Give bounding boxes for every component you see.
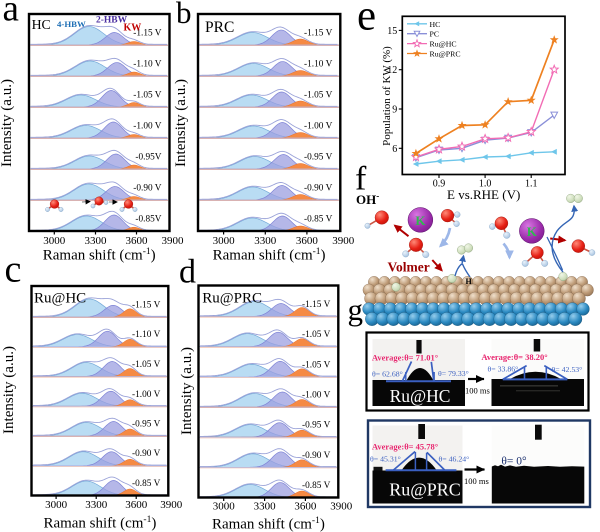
- svg-text:3900: 3900: [330, 501, 353, 513]
- svg-text:3300: 3300: [254, 235, 277, 247]
- svg-text:100 ms: 100 ms: [464, 476, 489, 486]
- svg-text:HC: HC: [430, 20, 441, 29]
- svg-text:Ru@HC: Ru@HC: [430, 40, 457, 49]
- svg-text:Raman shift (cm-1): Raman shift (cm-1): [212, 516, 325, 532]
- svg-text:K: K: [527, 224, 538, 239]
- svg-text:Ru@HC: Ru@HC: [390, 386, 451, 406]
- svg-text:Average:θ= 45.78°: Average:θ= 45.78°: [372, 442, 438, 452]
- svg-text:PC: PC: [430, 30, 440, 39]
- svg-text:θ= 46.24°: θ= 46.24°: [439, 455, 470, 464]
- svg-text:3600: 3600: [126, 235, 149, 247]
- svg-text:H: H: [466, 277, 473, 286]
- svg-text:3900: 3900: [162, 235, 185, 247]
- svg-text:Average:θ= 71.01°: Average:θ= 71.01°: [372, 353, 438, 363]
- svg-text:-0.95 V: -0.95 V: [304, 153, 333, 163]
- svg-text:-1.10 V: -1.10 V: [304, 60, 333, 70]
- svg-text:-1.05 V: -1.05 V: [132, 360, 161, 370]
- svg-text:-0.90 V: -0.90 V: [132, 449, 161, 459]
- svg-text:4-HBW: 4-HBW: [57, 19, 86, 29]
- svg-text:3600: 3600: [296, 235, 319, 247]
- svg-text:Ru@HC: Ru@HC: [34, 290, 86, 306]
- svg-text:-1.15 V: -1.15 V: [133, 29, 162, 39]
- svg-text:-1.00 V: -1.00 V: [132, 390, 161, 400]
- svg-text:-1.05 V: -1.05 V: [304, 91, 333, 101]
- svg-text:f: f: [355, 161, 367, 198]
- svg-text:-1.10 V: -1.10 V: [133, 60, 162, 70]
- svg-text:2-HBW: 2-HBW: [96, 16, 128, 26]
- svg-text:-1.10 V: -1.10 V: [132, 330, 161, 340]
- svg-text:e: e: [357, 0, 376, 40]
- svg-text:PRC: PRC: [205, 19, 234, 36]
- svg-text:d: d: [179, 254, 196, 291]
- svg-text:12: 12: [387, 65, 397, 76]
- svg-text:Ru@PRC: Ru@PRC: [430, 50, 461, 59]
- svg-text:OH-: OH-: [356, 191, 379, 207]
- svg-text:Raman shift (cm-1): Raman shift (cm-1): [213, 247, 326, 264]
- svg-text:-0.95 V: -0.95 V: [302, 421, 331, 431]
- svg-text:Average:θ= 38.20°: Average:θ= 38.20°: [481, 352, 547, 362]
- svg-text:-1.15 V: -1.15 V: [304, 29, 333, 39]
- svg-text:θ= 45.31°: θ= 45.31°: [370, 455, 401, 464]
- svg-text:Volmer: Volmer: [388, 260, 430, 275]
- svg-text:θ= 62.68°: θ= 62.68°: [372, 370, 403, 379]
- svg-text:Population of KW (%): Population of KW (%): [381, 46, 393, 146]
- svg-text:HC: HC: [32, 17, 51, 32]
- svg-text:-0.85 V: -0.85 V: [304, 215, 333, 225]
- svg-text:1.1: 1.1: [525, 178, 538, 189]
- svg-text:a: a: [3, 0, 19, 30]
- svg-text:-0.95 V: -0.95 V: [132, 420, 161, 430]
- svg-text:Intensity (a.u.): Intensity (a.u.): [1, 346, 17, 434]
- svg-text:θ= 33.86°: θ= 33.86°: [488, 365, 519, 374]
- svg-text:Raman shift (cm-1): Raman shift (cm-1): [43, 247, 156, 264]
- svg-text:-1.05 V: -1.05 V: [133, 91, 162, 101]
- svg-text:Intensity (a.u.): Intensity (a.u.): [179, 347, 195, 435]
- svg-text:Ru@PRC: Ru@PRC: [389, 480, 461, 500]
- svg-text:-0.90 V: -0.90 V: [302, 451, 331, 461]
- svg-text:3000: 3000: [213, 501, 236, 513]
- svg-text:θ= 79.33°: θ= 79.33°: [438, 369, 469, 378]
- svg-text:3000: 3000: [213, 235, 236, 247]
- svg-text:3300: 3300: [85, 235, 108, 247]
- svg-text:c: c: [5, 249, 22, 291]
- svg-text:15: 15: [387, 26, 397, 37]
- svg-text:Ru@PRC: Ru@PRC: [202, 290, 262, 306]
- svg-text:3000: 3000: [43, 235, 66, 247]
- svg-text:6: 6: [392, 144, 397, 155]
- svg-text:θ= 0°: θ= 0°: [501, 456, 527, 468]
- svg-text:100 ms: 100 ms: [465, 386, 490, 396]
- svg-text:Intensity (a.u.): Intensity (a.u.): [173, 79, 189, 167]
- svg-text:Raman shift (cm-1): Raman shift (cm-1): [43, 515, 156, 532]
- svg-text:-1.05 V: -1.05 V: [302, 360, 331, 370]
- svg-text:-1.15 V: -1.15 V: [302, 300, 331, 310]
- svg-text:-1.00 V: -1.00 V: [302, 391, 331, 401]
- svg-text:-0.90 V: -0.90 V: [304, 184, 333, 194]
- svg-text:K: K: [415, 213, 426, 228]
- svg-text:-0.85V: -0.85V: [135, 215, 161, 225]
- svg-text:3300: 3300: [85, 499, 108, 511]
- svg-text:3900: 3900: [332, 235, 355, 247]
- svg-text:-1.00 V: -1.00 V: [133, 122, 162, 132]
- svg-text:1.0: 1.0: [479, 178, 492, 189]
- svg-text:θ= 42.53°: θ= 42.53°: [552, 365, 583, 374]
- svg-text:-0.85 V: -0.85 V: [302, 481, 331, 491]
- svg-text:-0.95V: -0.95V: [135, 153, 161, 163]
- svg-text:3300: 3300: [254, 501, 277, 513]
- svg-text:3900: 3900: [160, 499, 183, 511]
- svg-text:3000: 3000: [45, 499, 68, 511]
- svg-text:-1.15 V: -1.15 V: [132, 301, 161, 311]
- svg-text:-1.00 V: -1.00 V: [304, 122, 333, 132]
- svg-text:KW: KW: [124, 23, 142, 34]
- svg-text:-1.05 V: -1.05 V: [302, 330, 331, 340]
- svg-text:E vs.RHE (V): E vs.RHE (V): [447, 187, 520, 202]
- svg-text:9: 9: [392, 105, 397, 116]
- svg-text:-0.85 V: -0.85 V: [132, 479, 161, 489]
- svg-text:g: g: [348, 292, 364, 327]
- svg-text:Intensity (a.u.): Intensity (a.u.): [0, 79, 15, 167]
- svg-text:0.9: 0.9: [433, 178, 446, 189]
- svg-text:-0.90 V: -0.90 V: [133, 184, 162, 194]
- svg-text:3600: 3600: [125, 499, 148, 511]
- svg-text:b: b: [176, 0, 192, 30]
- svg-text:3600: 3600: [294, 501, 317, 513]
